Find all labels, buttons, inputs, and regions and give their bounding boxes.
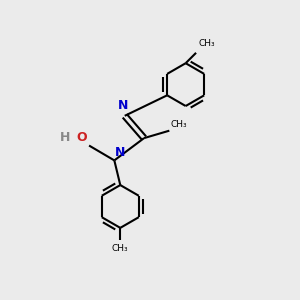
Text: CH₃: CH₃ <box>171 120 188 129</box>
Text: O: O <box>76 131 87 144</box>
Text: CH₃: CH₃ <box>112 244 129 253</box>
Text: N: N <box>118 99 128 112</box>
Text: N: N <box>115 146 125 159</box>
Text: CH₃: CH₃ <box>198 39 215 48</box>
Text: H: H <box>60 131 70 144</box>
